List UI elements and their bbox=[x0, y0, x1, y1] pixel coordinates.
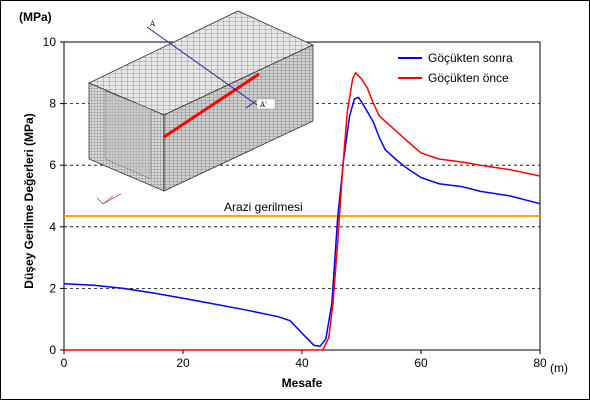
mesh-front-panel bbox=[104, 90, 152, 180]
legend: Göçükten sonra Göçükten önce bbox=[398, 51, 513, 85]
section-tick bbox=[245, 100, 257, 109]
y-tick-label: 0 bbox=[49, 343, 56, 357]
x-unit-label: (m) bbox=[550, 361, 568, 375]
section-line bbox=[146, 26, 258, 106]
arazi-gerilmesi-label: Arazi gerilmesi bbox=[224, 200, 303, 214]
axis-triad-icon bbox=[96, 193, 122, 205]
mesh-side-face bbox=[163, 44, 314, 192]
section-label-a: A bbox=[149, 20, 156, 28]
mesh-model-inset: A A' bbox=[88, 10, 314, 192]
x-tick-label: 80 bbox=[533, 356, 547, 370]
y-tick-label: 8 bbox=[49, 97, 56, 111]
mesh-red-highlight bbox=[163, 72, 260, 139]
x-tick-labels: 0 20 40 60 80 bbox=[61, 350, 547, 370]
x-axis-label: Mesafe bbox=[282, 376, 323, 390]
legend-label-0: Göçükten sonra bbox=[428, 51, 513, 65]
y-tick-label: 6 bbox=[49, 158, 56, 172]
y-tick-label: 10 bbox=[43, 35, 57, 49]
x-tick-label: 20 bbox=[176, 356, 190, 370]
x-tick-label: 60 bbox=[414, 356, 428, 370]
x-tick-label: 40 bbox=[295, 356, 309, 370]
y-tick-label: 4 bbox=[49, 220, 56, 234]
y-unit-label: (MPa) bbox=[19, 10, 52, 24]
y-tick-label: 2 bbox=[49, 281, 56, 295]
series-line-1 bbox=[64, 72, 541, 351]
section-label-a-prime: A' bbox=[259, 101, 267, 109]
y-axis-label: Düşey Gerilme Değerleri (MPa) bbox=[22, 113, 36, 288]
series-line-0 bbox=[63, 96, 541, 348]
series-group bbox=[63, 72, 541, 351]
legend-label-1: Göçükten önce bbox=[428, 71, 509, 85]
section-label-a-prime-box bbox=[256, 98, 276, 110]
x-tick-label: 0 bbox=[61, 356, 68, 370]
y-tick-labels: 0 2 4 6 8 10 bbox=[43, 35, 64, 357]
